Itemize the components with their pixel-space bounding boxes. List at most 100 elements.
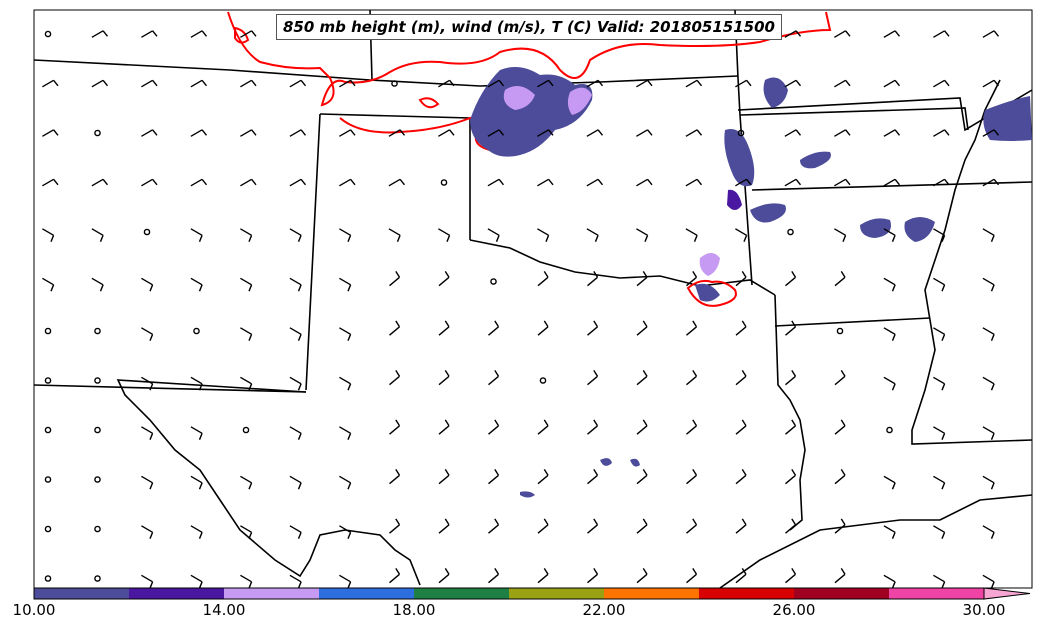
wind-barb <box>190 30 208 38</box>
wind-barb <box>636 518 648 534</box>
wind-barb <box>240 228 253 242</box>
calm-wind-circle <box>242 426 250 434</box>
wind-barb <box>834 271 846 287</box>
wind-barb <box>537 568 549 584</box>
wind-barb <box>686 271 698 287</box>
wind-barb <box>785 370 797 386</box>
colorbar-extend-arrow <box>983 587 1031 600</box>
wind-barb <box>686 419 698 435</box>
colorbar-outline <box>33 587 985 600</box>
wind-barb <box>636 178 653 187</box>
wind-barb <box>240 525 253 539</box>
wind-barb <box>686 568 698 584</box>
calm-wind-circle <box>836 327 844 335</box>
wind-barb <box>438 320 450 336</box>
wind-barb <box>389 370 401 386</box>
wind-barb <box>785 271 797 287</box>
wind-barb <box>735 228 748 242</box>
wind-barb <box>141 30 158 38</box>
colorbar-segment <box>129 588 224 599</box>
wind-barb <box>586 178 604 187</box>
calm-wind-circle <box>193 327 200 335</box>
wind-barb <box>339 525 352 539</box>
calm-wind-circle <box>94 525 101 533</box>
wind-barb <box>141 525 154 539</box>
wind-barb <box>141 426 154 440</box>
wind-barb <box>240 376 253 391</box>
wind-barb <box>685 129 703 137</box>
wind-barb <box>735 419 747 435</box>
wind-barb <box>735 518 747 534</box>
colorbar-segment <box>319 588 414 599</box>
wind-barb <box>933 426 946 440</box>
wind-barb <box>240 277 253 292</box>
wind-barb <box>339 574 352 589</box>
wind-barb <box>42 178 59 187</box>
wind-barb <box>537 129 554 137</box>
calm-wind-circle <box>94 575 101 582</box>
wind-barb <box>438 469 450 485</box>
wind-barb <box>834 419 846 435</box>
calm-wind-circle <box>94 377 101 384</box>
calm-wind-circle <box>737 129 745 137</box>
wind-barb <box>587 271 599 287</box>
wind-barb <box>488 469 500 485</box>
wind-barb <box>487 129 505 137</box>
wind-barb <box>190 228 203 242</box>
wind-barb <box>883 327 896 341</box>
wind-barb <box>686 320 698 336</box>
wind-barb <box>488 568 500 584</box>
calm-wind-circle <box>94 327 101 335</box>
wind-barb <box>487 178 505 187</box>
wind-barb <box>933 178 950 187</box>
wind-barb <box>289 277 302 292</box>
wind-barb <box>438 370 450 386</box>
wind-barb <box>685 228 698 242</box>
wind-barb <box>636 228 649 242</box>
wind-barb <box>883 30 901 38</box>
wind-barb <box>834 228 847 242</box>
wind-barb <box>240 574 253 589</box>
wind-barb <box>636 129 653 137</box>
wind-barb <box>982 525 995 539</box>
wind-barb <box>785 518 797 534</box>
calm-wind-circle <box>44 575 52 582</box>
wind-barb <box>388 129 406 137</box>
wind-barb <box>190 129 208 137</box>
wind-barb <box>289 574 302 589</box>
wind-barb <box>438 228 451 242</box>
wind-barb <box>141 376 154 391</box>
wind-barb <box>933 574 946 589</box>
colorbar-tick-label: 18.00 <box>392 601 436 619</box>
wind-barb <box>289 475 302 490</box>
wind-barb <box>240 327 253 341</box>
wind-barb <box>141 475 154 490</box>
wind-barb <box>339 376 352 391</box>
wind-barb <box>784 79 802 88</box>
wind-barb <box>537 469 549 485</box>
wind-barb <box>190 178 208 187</box>
wind-barb <box>686 469 698 485</box>
wind-barb <box>91 30 109 38</box>
wind-barb <box>685 178 703 187</box>
wind-barb <box>785 469 797 485</box>
wind-barb <box>289 129 307 137</box>
wind-barb <box>389 271 401 287</box>
wind-barb <box>883 178 901 187</box>
wind-barb <box>933 327 946 341</box>
wind-barb <box>883 475 896 490</box>
wind-barb <box>289 525 302 539</box>
wind-barb <box>982 574 995 589</box>
wind-barb <box>141 129 158 137</box>
calm-wind-circle <box>539 377 547 384</box>
wind-barb <box>587 568 599 584</box>
wind-barb <box>537 419 549 435</box>
wind-barb <box>141 574 154 589</box>
wind-barb <box>586 79 604 88</box>
wind-barb <box>190 525 203 539</box>
wind-barb <box>735 178 752 187</box>
wind-barb <box>339 426 352 440</box>
colorbar-tick-label: 22.00 <box>582 601 626 619</box>
wind-barb <box>883 79 901 88</box>
